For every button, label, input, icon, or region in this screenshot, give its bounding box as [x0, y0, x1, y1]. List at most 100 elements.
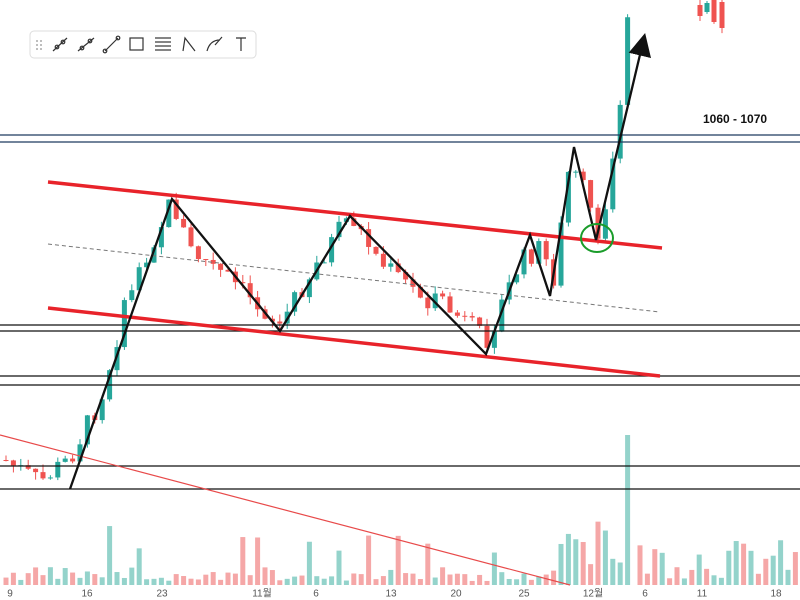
- candle-body: [136, 267, 142, 291]
- volume-bar: [366, 535, 372, 585]
- candle-body: [625, 17, 631, 105]
- volume-bar: [188, 578, 194, 585]
- candle-body: [55, 461, 61, 478]
- candle-body: [158, 227, 164, 248]
- volume-bar: [84, 571, 90, 585]
- candle-body: [366, 229, 372, 247]
- tool-fib[interactable]: [155, 37, 171, 51]
- volume-bar: [47, 567, 53, 585]
- volume-bar: [704, 568, 710, 585]
- volume-bar: [778, 540, 784, 585]
- candle-body: [188, 227, 194, 247]
- candle-body: [543, 241, 549, 260]
- volume-bar: [210, 572, 216, 585]
- volume-bar: [262, 567, 268, 585]
- tool-extended[interactable]: [77, 37, 95, 52]
- candle-body: [351, 218, 357, 226]
- volume-bar: [62, 568, 68, 585]
- candle-body: [218, 263, 224, 270]
- candle-body: [602, 209, 608, 239]
- tool-path[interactable]: [182, 36, 196, 52]
- volume-bar: [373, 579, 379, 585]
- candle-body: [373, 246, 379, 254]
- candle-body: [203, 259, 209, 261]
- volume-bar: [92, 574, 98, 585]
- candle-body: [395, 263, 401, 273]
- volume-bar: [136, 548, 142, 585]
- volume-bar: [395, 535, 401, 585]
- volume-bar: [667, 578, 673, 585]
- volume-bar: [573, 539, 579, 585]
- volume-bar: [580, 542, 586, 585]
- candle-body: [617, 104, 623, 159]
- volume-bar: [718, 577, 724, 585]
- volume-bar: [477, 574, 483, 585]
- candle-body: [329, 237, 335, 263]
- x-axis: 9 16 23 11월 6 13 20 25 12월 6 11 18: [7, 588, 782, 600]
- candle-body: [151, 247, 157, 263]
- x-tick-label: 20: [450, 589, 462, 600]
- tool-brush[interactable]: [206, 36, 223, 52]
- candles: [3, 0, 725, 481]
- volume-bar: [144, 579, 150, 585]
- volume-bar: [674, 567, 680, 585]
- volume-bar: [417, 579, 423, 585]
- candle-body: [469, 316, 475, 318]
- candle-body: [40, 472, 46, 479]
- candle-body: [225, 269, 231, 272]
- volume-bar: [25, 573, 31, 585]
- candle-body: [129, 290, 135, 301]
- candle-body: [514, 274, 520, 283]
- candle-body: [454, 312, 460, 316]
- candle-body: [247, 283, 253, 298]
- candle-body: [84, 415, 90, 445]
- candle-body: [277, 321, 283, 324]
- volume-bar: [240, 537, 246, 585]
- volume-bar: [785, 569, 791, 585]
- volume-bar: [158, 577, 164, 585]
- x-tick-label: 13: [385, 589, 397, 600]
- volume-bar: [521, 573, 527, 585]
- candle-body: [77, 444, 83, 462]
- volume-bar: [166, 580, 172, 585]
- volume-bar: [247, 575, 253, 585]
- volume-bar: [741, 543, 747, 585]
- candle-body: [306, 279, 312, 298]
- candle-body: [62, 458, 68, 462]
- candle-body: [321, 262, 327, 264]
- volume-bar: [121, 577, 127, 585]
- channel-bottom: [47, 306, 661, 378]
- x-tick-label: 12월: [583, 588, 603, 600]
- volume-bar: [299, 575, 305, 585]
- highlight-circle: [580, 223, 614, 253]
- volume-bar: [306, 541, 312, 585]
- candle-body: [580, 171, 586, 181]
- volume-bar: [484, 580, 490, 585]
- volume-bar: [514, 579, 520, 585]
- tool-line[interactable]: [102, 35, 121, 54]
- candle-body: [292, 292, 298, 312]
- volume-bar: [681, 578, 687, 585]
- tool-rect[interactable]: [129, 37, 144, 51]
- volume-bar: [388, 569, 394, 585]
- volume-bar: [314, 576, 320, 585]
- x-tick-label: 6: [642, 589, 648, 600]
- volume-bar: [380, 576, 386, 585]
- tool-text[interactable]: [236, 37, 246, 51]
- x-tick-label: 11: [697, 589, 708, 600]
- volume-bar: [447, 574, 453, 585]
- volume-bar: [432, 577, 438, 585]
- volume-bar: [129, 567, 135, 585]
- volume-bar: [763, 558, 769, 585]
- volume-bar: [711, 575, 717, 585]
- x-tick-label: 6: [313, 589, 319, 600]
- candle-body: [388, 263, 394, 267]
- channel-mid: [47, 243, 661, 313]
- volume-bar: [225, 572, 231, 585]
- candle-body: [484, 325, 490, 348]
- candle-body: [144, 262, 150, 268]
- volume-bar: [610, 558, 616, 585]
- tool-ray[interactable]: [52, 37, 68, 52]
- volume-bar: [440, 567, 446, 585]
